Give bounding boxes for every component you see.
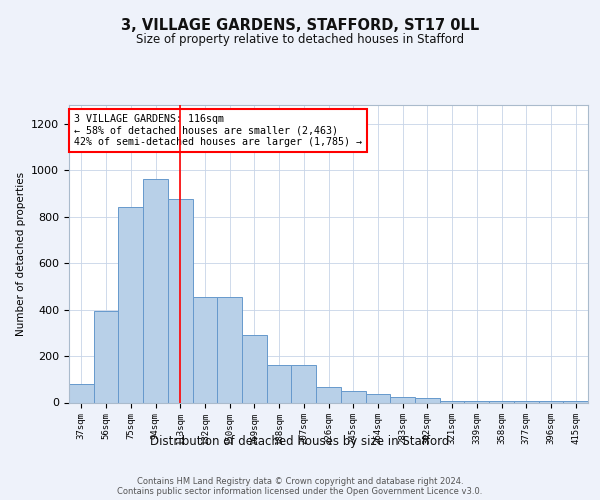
Bar (292, 366, 316, 403)
Text: Distribution of detached houses by size in Stafford: Distribution of detached houses by size … (151, 434, 449, 448)
Text: 3, VILLAGE GARDENS, STAFFORD, ST17 0LL: 3, VILLAGE GARDENS, STAFFORD, ST17 0LL (121, 18, 479, 32)
Bar (217, 296, 242, 403)
Y-axis label: Number of detached properties: Number of detached properties (16, 172, 26, 336)
Bar (316, 388, 341, 402)
Text: Contains HM Land Registry data © Crown copyright and database right 2024.
Contai: Contains HM Land Registry data © Crown c… (118, 476, 482, 496)
Bar (267, 366, 292, 403)
Bar (341, 391, 365, 402)
Bar (94, 310, 118, 402)
Bar (143, 180, 168, 402)
Bar (168, 199, 193, 402)
Bar (193, 296, 217, 403)
Bar (365, 394, 390, 402)
Bar (390, 396, 415, 402)
Text: 3 VILLAGE GARDENS: 116sqm
← 58% of detached houses are smaller (2,463)
42% of se: 3 VILLAGE GARDENS: 116sqm ← 58% of detac… (74, 114, 362, 147)
Bar (69, 384, 94, 402)
Text: Size of property relative to detached houses in Stafford: Size of property relative to detached ho… (136, 32, 464, 46)
Bar (118, 208, 143, 402)
Bar (415, 398, 440, 402)
Bar (242, 335, 267, 402)
